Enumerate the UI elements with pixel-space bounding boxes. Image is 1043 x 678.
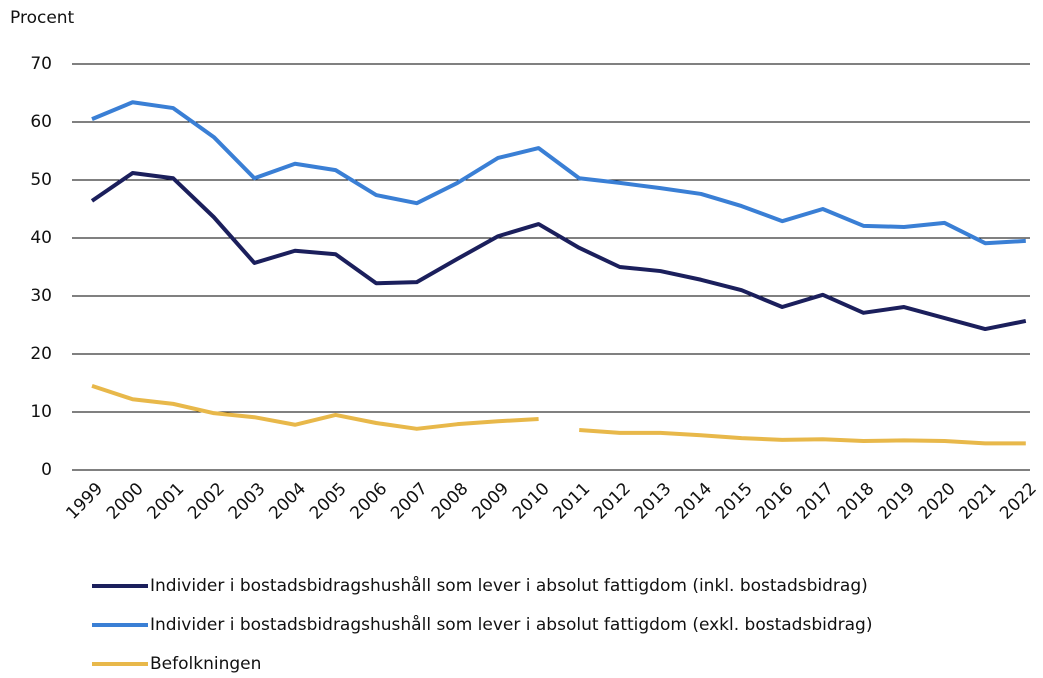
x-tick-label: 1999 (62, 479, 107, 524)
y-tick-label: 40 (30, 228, 52, 248)
y-axis-label: Procent (10, 8, 75, 28)
x-tick-label: 2009 (468, 479, 513, 524)
x-tick-label: 2011 (550, 479, 595, 524)
x-tick-label: 2015 (712, 479, 757, 524)
x-tick-label: 2022 (996, 479, 1041, 524)
y-tick-label: 30 (30, 286, 52, 306)
legend-label: Individer i bostadsbidragshushåll som le… (150, 614, 872, 635)
x-tick-label: 2008 (428, 479, 473, 524)
y-tick-label: 50 (30, 170, 52, 190)
x-tick-label: 2016 (753, 479, 798, 524)
x-tick-label: 2018 (834, 479, 879, 524)
x-tick-label: 2012 (590, 479, 635, 524)
legend-label: Individer i bostadsbidragshushåll som le… (150, 575, 868, 596)
x-tick-label: 2001 (144, 479, 189, 524)
series-line (579, 427, 1026, 446)
series-line (91, 100, 1026, 246)
y-tick-label: 0 (41, 460, 52, 480)
x-tick-label: 2020 (915, 479, 960, 524)
x-tick-label: 2014 (671, 479, 716, 524)
x-tick-label: 2017 (793, 479, 838, 524)
x-tick-label: 2003 (225, 479, 270, 524)
series-line (90, 171, 1027, 332)
x-tick-label: 2021 (956, 479, 1001, 524)
y-tick-label: 10 (30, 402, 52, 422)
x-tick-label: 2004 (265, 479, 310, 524)
x-tick-label: 2019 (874, 479, 919, 524)
x-tick-label: 2005 (306, 479, 351, 524)
x-tick-label: 2002 (184, 479, 229, 524)
x-tick-label: 2007 (387, 479, 432, 524)
x-tick-label: 2013 (631, 479, 676, 524)
x-tick-label: 2000 (103, 479, 148, 524)
series-line (91, 383, 539, 431)
x-tick-label: 2006 (347, 479, 392, 524)
y-tick-label: 70 (30, 54, 52, 74)
x-tick-label: 2010 (509, 479, 554, 524)
legend-label: Befolkningen (150, 654, 261, 674)
y-tick-label: 60 (30, 112, 52, 132)
y-tick-label: 20 (30, 344, 52, 364)
